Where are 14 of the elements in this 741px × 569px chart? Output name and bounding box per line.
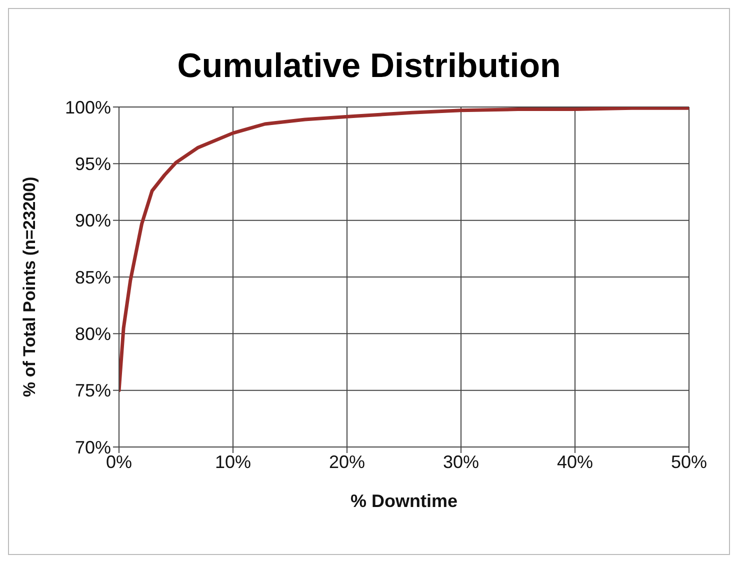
chart-title: Cumulative Distribution	[176, 47, 562, 87]
x-tick-label: 50%	[670, 452, 708, 472]
x-axis-title: % Downtime	[350, 491, 458, 511]
y-tick-label: 75%	[74, 380, 111, 401]
y-axis-title: % of Total Points (n=23200)	[20, 176, 40, 397]
y-tick-label: 95%	[74, 154, 111, 174]
x-tick-label: 40%	[556, 452, 594, 472]
x-tick-label: 30%	[442, 452, 480, 472]
x-tick-label: 10%	[214, 452, 252, 472]
x-tick-label: 20%	[328, 452, 366, 472]
y-tick-label: 100%	[64, 97, 111, 118]
y-tick-label: 90%	[74, 210, 111, 231]
y-tick-label: 80%	[74, 324, 111, 344]
y-tick-label: 85%	[74, 267, 111, 288]
